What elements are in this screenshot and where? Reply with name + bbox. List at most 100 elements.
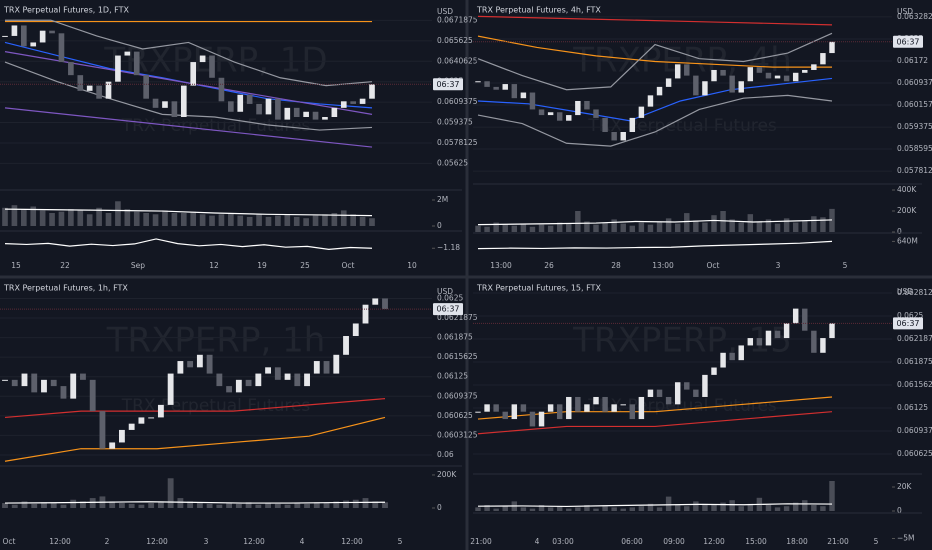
volume-bar	[638, 506, 645, 511]
candle	[11, 25, 18, 36]
y-tick-label: 0.0640625	[437, 56, 478, 65]
volume-tick-label: 20K	[897, 482, 913, 491]
candle	[566, 115, 572, 121]
volume-bar	[350, 214, 357, 226]
volume-bar	[575, 507, 581, 511]
y-tick-label: 0.060625	[897, 449, 932, 458]
candle	[105, 81, 112, 99]
volume-bar	[538, 224, 545, 232]
candle	[502, 411, 508, 420]
candle	[152, 98, 159, 108]
volume-bar	[58, 211, 65, 226]
volume-bar	[340, 210, 347, 226]
currency-label: USD	[437, 287, 453, 296]
oscillator-line	[4, 238, 373, 251]
candle	[343, 336, 349, 355]
price-tag	[433, 303, 463, 316]
candle	[729, 352, 735, 361]
candle	[575, 100, 581, 116]
candle	[511, 84, 518, 99]
candle	[265, 367, 271, 374]
volume-bar	[584, 221, 590, 232]
time-label: 19	[257, 261, 267, 270]
volume-bar	[206, 503, 213, 508]
y-tick-label: 0.0621875	[897, 334, 932, 343]
volume-bar	[765, 505, 772, 511]
volume-bar	[11, 504, 18, 508]
volume-bar	[475, 507, 481, 511]
candle	[352, 323, 359, 337]
candle	[245, 379, 252, 387]
candle	[665, 396, 672, 405]
candle	[811, 64, 817, 70]
volume-bar	[60, 504, 67, 508]
y-tick-label: 0.0609375	[897, 78, 932, 87]
candle	[792, 308, 799, 324]
candle	[89, 379, 96, 412]
volume-bar	[792, 222, 799, 232]
candle	[294, 373, 301, 387]
volume-bar	[218, 214, 225, 226]
time-label: 2	[105, 537, 110, 546]
volume-bar	[187, 501, 194, 508]
y-tick-label: 0.060625	[437, 411, 473, 420]
volume-bar	[665, 496, 672, 511]
indicator-line	[4, 398, 386, 419]
volume-bar	[647, 503, 654, 511]
candle	[133, 51, 140, 76]
indicator-line	[477, 94, 833, 147]
volume-bar	[304, 503, 310, 508]
volume-bar	[493, 508, 499, 511]
candle	[312, 111, 319, 120]
candle	[711, 367, 717, 375]
y-tick-label: 0.06172	[897, 56, 928, 65]
y-tick-label: 0.06125	[897, 403, 928, 412]
volume-bar	[2, 503, 8, 508]
candle	[237, 94, 244, 112]
candle	[284, 107, 291, 120]
candle	[96, 85, 102, 99]
candle	[359, 98, 366, 104]
volume-bar	[382, 502, 388, 508]
volume-bar	[199, 214, 206, 226]
candle	[620, 404, 626, 406]
candle	[350, 101, 357, 104]
volume-bar	[265, 216, 272, 226]
price-tag-text: 06:37	[896, 319, 919, 328]
volume-bar	[109, 501, 116, 508]
volume-bar	[209, 215, 215, 226]
candle	[502, 84, 508, 90]
candle	[566, 396, 572, 420]
volume-bar	[765, 219, 772, 232]
volume-bar	[693, 220, 699, 232]
volume-bar	[756, 221, 763, 232]
volume-bar	[684, 213, 690, 232]
volume-bar	[11, 205, 18, 226]
volume-bar	[323, 503, 330, 508]
volume-tick-label: 0	[897, 227, 902, 236]
volume-bar	[152, 214, 159, 226]
volume-bar	[177, 498, 184, 508]
candle	[30, 42, 37, 47]
time-label: 12:00	[49, 537, 71, 546]
candle	[124, 51, 131, 56]
candle	[274, 367, 281, 380]
time-label: 12:00	[243, 537, 265, 546]
volume-bar	[68, 209, 74, 226]
volume-bar	[333, 501, 340, 508]
candle	[475, 81, 481, 83]
candle	[60, 386, 67, 399]
time-label: 3	[204, 537, 209, 546]
candle	[162, 101, 168, 108]
candle	[70, 373, 77, 399]
watermark-subtitle: TRX Perpetual Futures	[121, 116, 311, 136]
time-label: 22	[60, 261, 70, 270]
oscillator-tick-label: −5M	[897, 534, 915, 543]
volume-bar	[265, 503, 271, 508]
candle	[602, 117, 608, 132]
candle	[143, 75, 149, 99]
candle	[177, 361, 184, 374]
volume-bar	[566, 223, 572, 232]
volume-bar	[647, 224, 654, 232]
time-label: 12:00	[703, 537, 725, 546]
